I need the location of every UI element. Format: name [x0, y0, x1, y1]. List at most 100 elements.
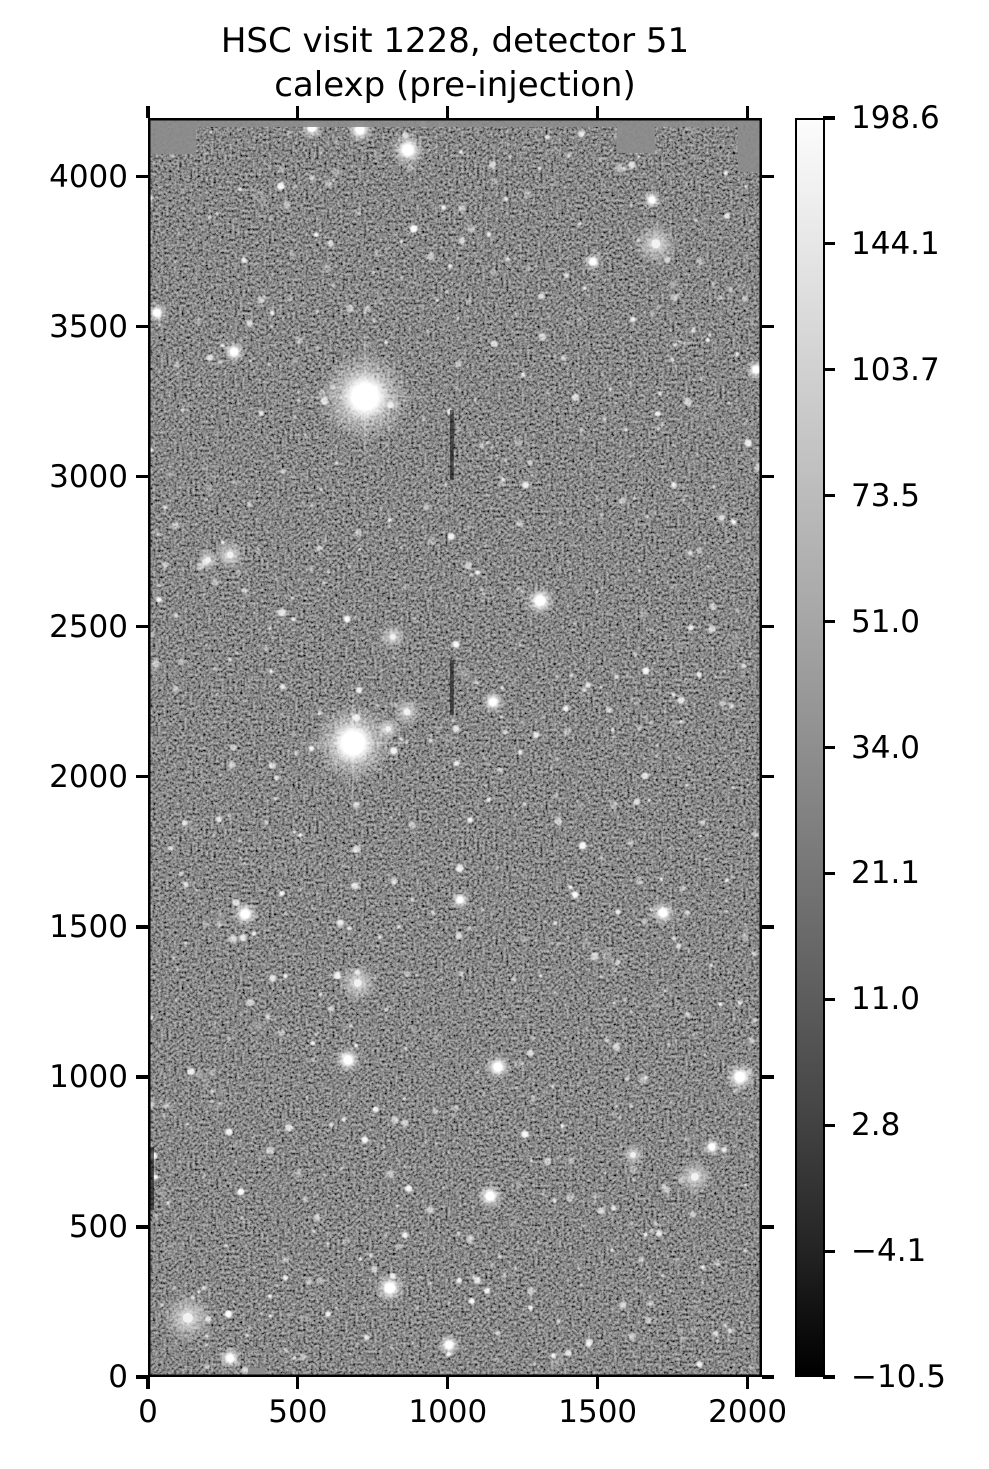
star [412, 616, 417, 621]
star [740, 663, 747, 669]
star [279, 684, 286, 690]
star [605, 1035, 609, 1038]
y-tick [136, 775, 148, 779]
star [181, 399, 184, 401]
star [204, 152, 208, 156]
star [690, 504, 692, 507]
star [347, 926, 352, 931]
star [359, 1257, 363, 1261]
y-tick-right [762, 1375, 774, 1379]
star [404, 663, 407, 666]
star [435, 146, 438, 149]
star [326, 1242, 330, 1245]
star [628, 1103, 634, 1109]
star [177, 231, 181, 235]
star [577, 780, 580, 783]
faint-galaxy [546, 984, 554, 990]
star [682, 732, 685, 735]
bright-star-core [346, 736, 360, 750]
star [551, 942, 553, 945]
star [466, 817, 469, 820]
star [213, 1088, 217, 1093]
star [602, 955, 605, 958]
star [237, 1188, 245, 1196]
bright-sources [150, 120, 760, 1371]
faint-galaxy [670, 279, 676, 289]
star [454, 385, 460, 391]
star [536, 682, 540, 685]
star [456, 1231, 460, 1236]
star [671, 482, 676, 488]
faint-galaxy [456, 1182, 466, 1188]
star [426, 1206, 434, 1214]
star [719, 745, 723, 748]
star [542, 539, 544, 541]
star [233, 941, 236, 944]
star [610, 792, 613, 795]
star [496, 150, 499, 154]
star [436, 727, 442, 733]
star [749, 1366, 755, 1371]
star [599, 685, 603, 689]
star [224, 1243, 229, 1248]
star [152, 331, 155, 334]
star [748, 229, 752, 233]
star [291, 617, 296, 622]
star [725, 288, 728, 291]
star [751, 951, 757, 957]
star [354, 208, 362, 216]
star [301, 453, 304, 456]
star [324, 688, 327, 690]
star [525, 875, 528, 878]
star [718, 296, 723, 301]
star [724, 878, 729, 883]
star [219, 335, 222, 337]
star [687, 950, 690, 953]
star [153, 1214, 159, 1219]
star [727, 1327, 733, 1334]
star [373, 511, 377, 516]
star [473, 680, 480, 686]
star [323, 1328, 326, 1331]
star [693, 218, 697, 222]
star [495, 1330, 501, 1336]
faint-galaxy [458, 535, 467, 541]
star [649, 310, 656, 317]
star [325, 1311, 331, 1317]
star [464, 757, 466, 760]
star [452, 725, 460, 732]
star [601, 1255, 604, 1258]
star [581, 687, 587, 692]
star [363, 1035, 367, 1038]
star [521, 1015, 524, 1018]
star [637, 155, 640, 158]
star [430, 910, 436, 915]
x-tick-label: 500 [268, 1394, 328, 1430]
star [665, 342, 668, 345]
star [756, 1343, 759, 1346]
star [305, 1096, 308, 1099]
star [241, 587, 248, 594]
star [273, 1053, 276, 1056]
star [657, 304, 660, 307]
star [163, 505, 168, 510]
star [372, 271, 375, 274]
star [714, 1315, 716, 1318]
star [622, 1245, 625, 1248]
star [479, 443, 484, 448]
star-core [736, 1073, 745, 1081]
faint-galaxy [675, 642, 686, 648]
star [274, 775, 280, 781]
star [319, 487, 323, 491]
star [152, 659, 160, 668]
star [710, 320, 713, 323]
star [268, 928, 270, 931]
star [703, 1054, 707, 1057]
star [580, 131, 585, 136]
star [460, 1204, 463, 1207]
star [411, 1341, 415, 1345]
star [553, 921, 558, 926]
star [393, 576, 396, 579]
star [473, 1276, 481, 1284]
star [632, 930, 635, 932]
